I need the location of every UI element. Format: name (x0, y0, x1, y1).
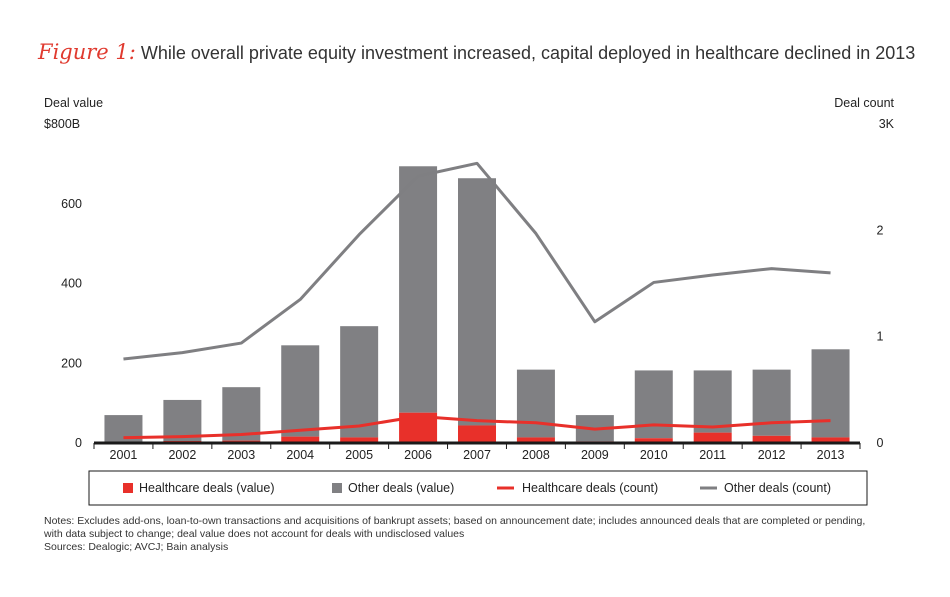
x-tick-label-2012: 2012 (758, 448, 786, 462)
y-right-tick-2: 2 (877, 223, 884, 237)
y-left-tick-600: 600 (61, 197, 82, 211)
x-tick-label-2006: 2006 (404, 448, 432, 462)
bar-healthcare-2007 (458, 425, 496, 443)
x-tick-label-2013: 2013 (817, 448, 845, 462)
y-left-tick-400: 400 (61, 277, 82, 291)
bar-other-2013 (811, 349, 850, 438)
bar-healthcare-2010 (634, 438, 673, 443)
bar-other-2004 (281, 345, 320, 437)
title-text: While overall private equity investment … (140, 43, 916, 63)
x-tick-label-2008: 2008 (522, 448, 550, 462)
bar-other-2002 (163, 399, 202, 442)
legend-label-healthcare-value: Healthcare deals (value) (139, 481, 275, 495)
bar-healthcare-2008 (516, 437, 555, 443)
bar-other-2008 (516, 369, 555, 438)
x-tick-label-2009: 2009 (581, 448, 609, 462)
y-left-tick-0: 0 (75, 436, 82, 450)
bar-group (104, 166, 850, 443)
x-tick-label-2001: 2001 (110, 448, 138, 462)
bar-other-2005 (340, 326, 379, 438)
legend-label-other-value: Other deals (value) (348, 481, 454, 495)
x-tick-label-2010: 2010 (640, 448, 668, 462)
notes: Notes: Excludes add-ons, loan-to-own tra… (44, 515, 924, 554)
sources-line: Sources: Dealogic; AVCJ; Bain analysis (44, 541, 229, 553)
x-tick-label-2005: 2005 (345, 448, 373, 462)
bar-healthcare-2012 (752, 435, 791, 443)
bar-other-2007 (458, 178, 496, 426)
bar-healthcare-2004 (281, 436, 320, 443)
legend-label-other-count: Other deals (count) (724, 481, 831, 495)
left-axis-title: Deal value (44, 96, 104, 110)
bar-other-2011 (693, 370, 732, 433)
bar-other-2003 (222, 387, 261, 441)
legend-label-healthcare-count: Healthcare deals (count) (522, 481, 658, 495)
bar-healthcare-2005 (340, 437, 379, 443)
bar-healthcare-2013 (811, 437, 850, 443)
notes-line-1: Notes: Excludes add-ons, loan-to-own tra… (44, 515, 866, 527)
x-tick-label-2003: 2003 (227, 448, 255, 462)
legend: Healthcare deals (value) Other deals (va… (88, 470, 868, 506)
axes-group: 2001 2002 2003 2004 2005 2006 2007 2008 2009 2010… (61, 197, 883, 462)
line-healthcare-count (123, 414, 831, 440)
bar-other-2012 (752, 369, 791, 436)
legend-swatch-other-value (332, 483, 342, 493)
left-axis-top-label: $800B (44, 117, 81, 131)
y-right-tick-1: 1 (877, 330, 884, 344)
bar-healthcare-2011 (693, 432, 732, 443)
bar-other-2010 (634, 370, 673, 439)
x-tick-label-2002: 2002 (168, 448, 196, 462)
line-other-count (123, 161, 831, 361)
notes-line-2: with data subject to change; deal value … (44, 528, 465, 540)
line-group (123, 161, 831, 440)
x-tick-label-2004: 2004 (286, 448, 314, 462)
chart-title: Figure 1: While overall private equity i… (38, 40, 915, 64)
y-right-tick-0: 0 (877, 436, 884, 450)
x-tick-label-2011: 2011 (699, 448, 726, 462)
legend-swatch-healthcare-value (123, 483, 133, 493)
right-axis-title: Deal count (834, 96, 894, 110)
right-axis-top-label: 3K (878, 117, 894, 131)
bar-other-2006 (399, 166, 438, 413)
x-tick-label-2007: 2007 (463, 448, 491, 462)
legend-box (88, 470, 868, 506)
figure-label: Figure 1: (38, 40, 136, 64)
y-left-tick-200: 200 (61, 356, 82, 370)
